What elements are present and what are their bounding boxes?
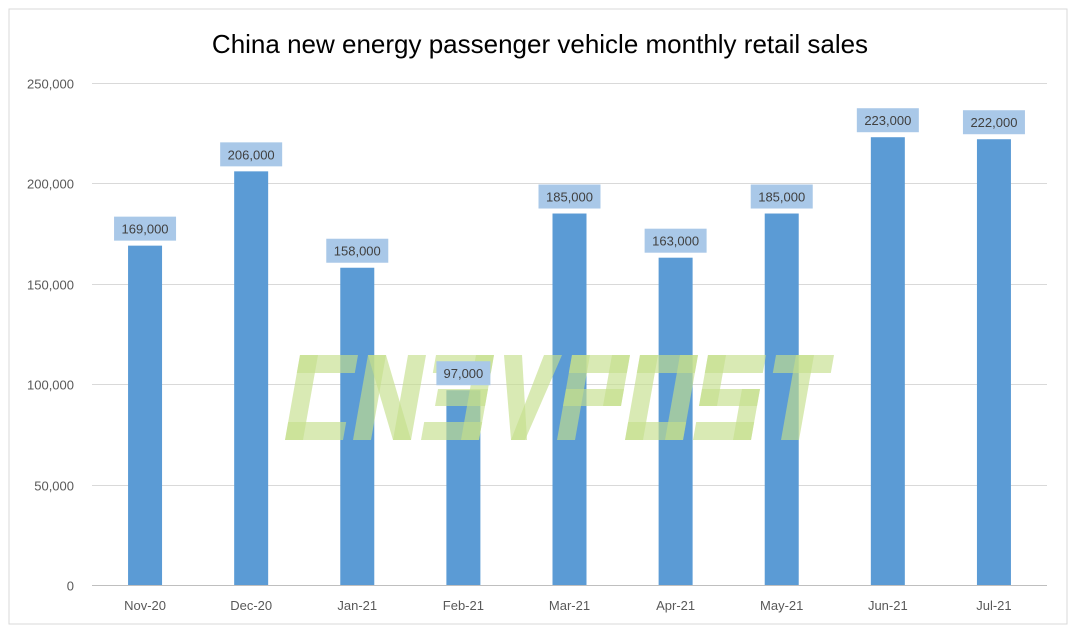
watermark-stroke <box>781 355 814 440</box>
x-tick-label: Feb-21 <box>443 598 484 613</box>
bar <box>976 139 1011 585</box>
watermark-logo <box>285 355 834 440</box>
watermark-stroke <box>563 389 625 406</box>
data-label: 223,000 <box>864 113 911 128</box>
data-label-background <box>326 238 389 263</box>
x-tick-label: Jan-21 <box>337 598 377 613</box>
data-label-background <box>436 361 491 386</box>
x-tick-label: Dec-20 <box>230 598 272 613</box>
watermark-stroke <box>368 355 412 440</box>
data-label-background <box>750 184 813 209</box>
bar <box>234 171 269 586</box>
data-label-background <box>114 216 177 241</box>
y-tick-label: 250,000 <box>27 77 74 92</box>
data-label-background <box>644 228 707 253</box>
y-tick-label: 100,000 <box>27 378 74 393</box>
x-tick-label: Jun-21 <box>868 598 908 613</box>
watermark-stroke <box>693 422 755 440</box>
watermark-stroke <box>511 355 562 440</box>
data-label: 169,000 <box>122 222 169 237</box>
y-tick-label: 0 <box>67 579 74 594</box>
data-label-background <box>856 108 919 133</box>
watermark-stroke <box>285 355 318 440</box>
bar <box>870 137 905 585</box>
x-tick-label: Jul-21 <box>976 598 1011 613</box>
bar <box>128 245 163 585</box>
watermark-letter-shape <box>557 355 630 440</box>
watermark-letter-shape <box>625 355 698 440</box>
data-label-background <box>220 142 283 167</box>
watermark-letter-shape <box>504 355 562 440</box>
y-tick-label: 150,000 <box>27 278 74 293</box>
watermark-letter-shape <box>772 355 834 440</box>
data-label: 206,000 <box>228 147 275 162</box>
x-tick-label: May-21 <box>760 598 803 613</box>
data-label: 97,000 <box>444 366 484 381</box>
data-label-background <box>538 184 601 209</box>
x-tick-label: Nov-20 <box>124 598 166 613</box>
watermark-letter-shape <box>285 355 358 440</box>
data-label: 222,000 <box>970 115 1017 130</box>
x-tick-label: Apr-21 <box>656 598 695 613</box>
x-tick-label: Mar-21 <box>549 598 590 613</box>
chart-border <box>8 8 1068 625</box>
y-tick-label: 200,000 <box>27 177 74 192</box>
y-tick-label: 50,000 <box>34 479 74 494</box>
data-label: 185,000 <box>546 190 593 205</box>
data-label-background <box>962 110 1025 135</box>
watermark-stroke <box>665 355 698 440</box>
data-label: 158,000 <box>334 244 381 259</box>
watermark-stroke <box>285 422 347 440</box>
data-label: 163,000 <box>652 234 699 249</box>
chart-title: China new energy passenger vehicle month… <box>212 29 868 59</box>
watermark-letter-shape <box>353 355 426 440</box>
data-label: 185,000 <box>758 190 805 205</box>
watermark-stroke <box>625 355 658 440</box>
watermark-letter-shape <box>693 355 766 440</box>
